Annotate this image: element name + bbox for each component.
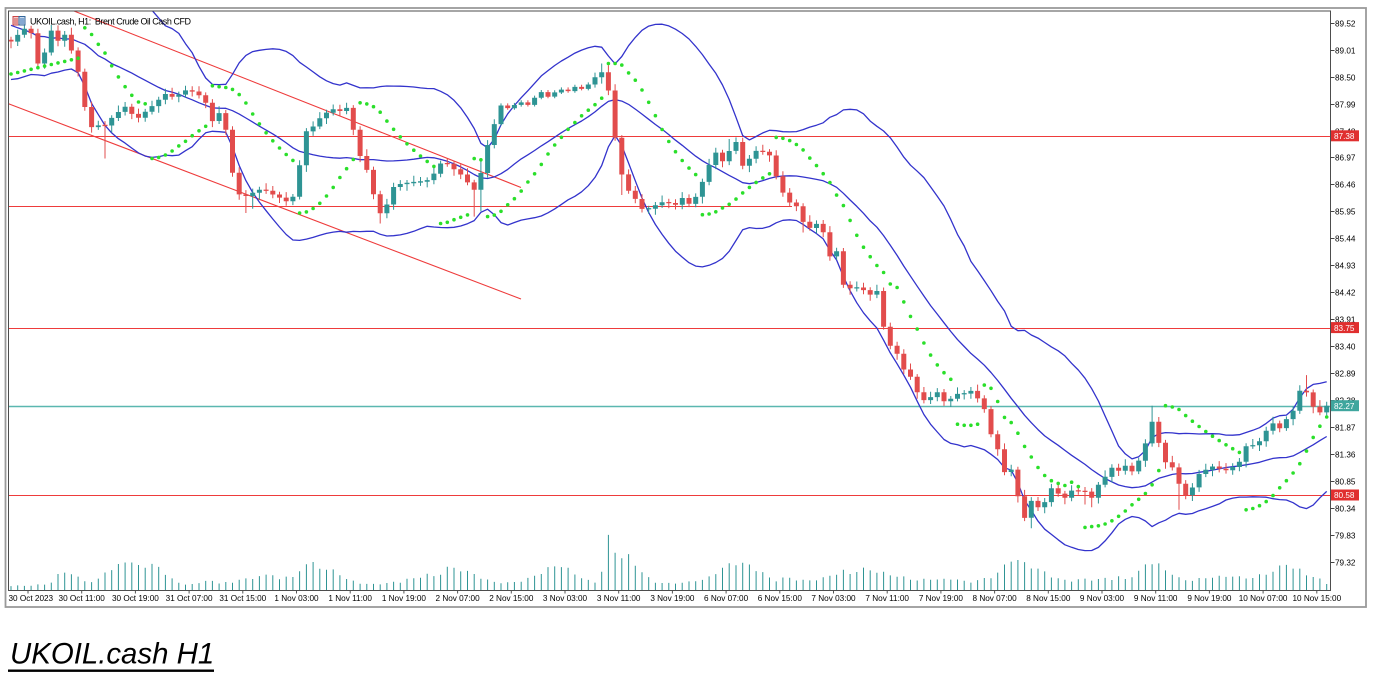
svg-text:3 Nov 11:00: 3 Nov 11:00 <box>597 594 641 603</box>
svg-text:81.36: 81.36 <box>1335 450 1356 459</box>
svg-text:8 Nov 07:00: 8 Nov 07:00 <box>973 594 1018 603</box>
svg-text:3 Nov 19:00: 3 Nov 19:00 <box>650 594 695 603</box>
svg-text:6 Nov 15:00: 6 Nov 15:00 <box>758 594 803 603</box>
svg-text:9 Nov 11:00: 9 Nov 11:00 <box>1134 594 1178 603</box>
svg-text:84.42: 84.42 <box>1335 288 1356 297</box>
svg-text:7 Nov 03:00: 7 Nov 03:00 <box>811 594 856 603</box>
svg-text:6 Nov 07:00: 6 Nov 07:00 <box>704 594 749 603</box>
svg-text:79.83: 79.83 <box>1335 531 1356 540</box>
svg-text:2 Nov 07:00: 2 Nov 07:00 <box>436 594 481 603</box>
svg-text:UKOIL.cash H1: UKOIL.cash H1 <box>10 638 214 671</box>
svg-text:UKOIL.cash, H1: Brent Crude O: UKOIL.cash, H1: Brent Crude Oil Cash CFD <box>30 17 192 27</box>
svg-text:85.44: 85.44 <box>1335 234 1356 243</box>
svg-text:1 Nov 19:00: 1 Nov 19:00 <box>382 594 427 603</box>
svg-text:30 Oct 19:00: 30 Oct 19:00 <box>112 594 159 603</box>
svg-text:7 Nov 19:00: 7 Nov 19:00 <box>919 594 964 603</box>
svg-text:83.40: 83.40 <box>1335 342 1356 351</box>
svg-text:10 Nov 15:00: 10 Nov 15:00 <box>1292 594 1341 603</box>
svg-text:82.89: 82.89 <box>1335 369 1356 378</box>
svg-text:31 Oct 07:00: 31 Oct 07:00 <box>166 594 213 603</box>
svg-text:81.87: 81.87 <box>1335 423 1356 432</box>
svg-text:87.38: 87.38 <box>1334 132 1355 141</box>
svg-text:86.46: 86.46 <box>1335 180 1356 189</box>
svg-text:82.27: 82.27 <box>1334 402 1355 411</box>
svg-text:1 Nov 03:00: 1 Nov 03:00 <box>274 594 319 603</box>
svg-text:85.95: 85.95 <box>1335 207 1356 216</box>
svg-text:83.75: 83.75 <box>1334 324 1355 333</box>
svg-text:80.85: 80.85 <box>1335 477 1356 486</box>
svg-text:7 Nov 11:00: 7 Nov 11:00 <box>865 594 909 603</box>
svg-text:2 Nov 15:00: 2 Nov 15:00 <box>489 594 534 603</box>
svg-text:89.52: 89.52 <box>1335 19 1356 28</box>
svg-text:9 Nov 03:00: 9 Nov 03:00 <box>1080 594 1125 603</box>
svg-text:9 Nov 19:00: 9 Nov 19:00 <box>1187 594 1232 603</box>
svg-text:89.01: 89.01 <box>1335 46 1356 55</box>
svg-text:1 Nov 11:00: 1 Nov 11:00 <box>328 594 372 603</box>
svg-text:30 Oct 11:00: 30 Oct 11:00 <box>59 594 106 603</box>
svg-text:87.99: 87.99 <box>1335 100 1356 109</box>
svg-text:84.93: 84.93 <box>1335 261 1356 270</box>
svg-text:80.34: 80.34 <box>1335 504 1356 513</box>
svg-text:86.97: 86.97 <box>1335 153 1356 162</box>
svg-text:30 Oct 2023: 30 Oct 2023 <box>9 594 54 603</box>
svg-text:3 Nov 03:00: 3 Nov 03:00 <box>543 594 588 603</box>
svg-text:79.32: 79.32 <box>1335 558 1356 567</box>
svg-text:80.58: 80.58 <box>1334 491 1355 500</box>
svg-text:10 Nov 07:00: 10 Nov 07:00 <box>1239 594 1288 603</box>
svg-text:83.91: 83.91 <box>1335 315 1356 324</box>
svg-text:31 Oct 15:00: 31 Oct 15:00 <box>219 594 266 603</box>
svg-text:88.50: 88.50 <box>1335 73 1356 82</box>
svg-text:8 Nov 15:00: 8 Nov 15:00 <box>1026 594 1071 603</box>
